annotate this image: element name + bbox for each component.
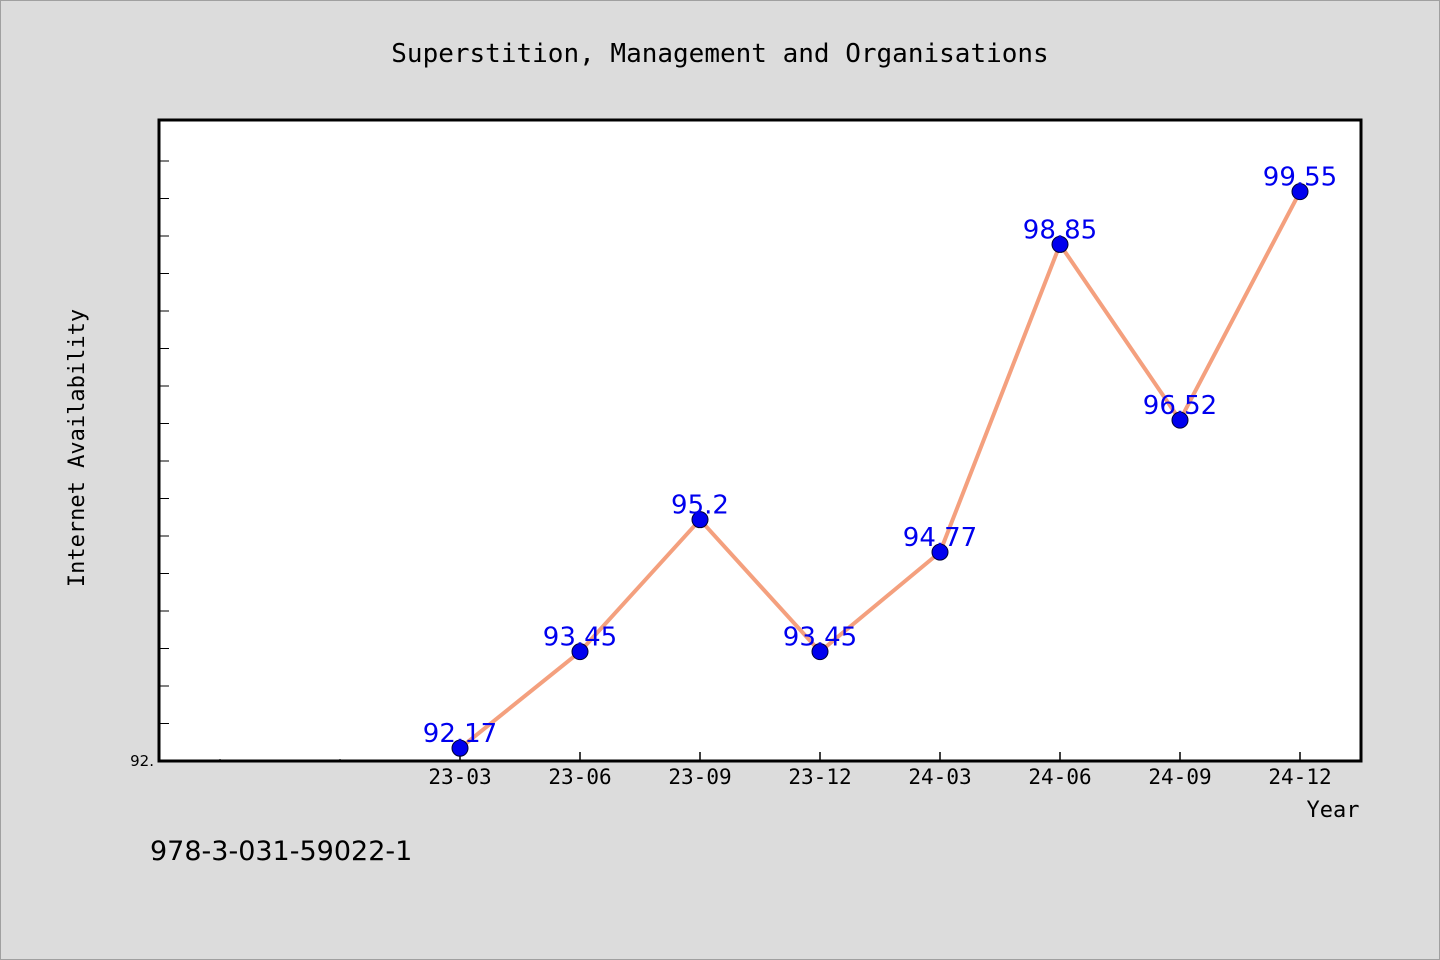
data-point (1291, 183, 1309, 201)
x-tick-label: 24-06 (1028, 765, 1091, 789)
data-label: 95.2 (671, 491, 729, 521)
x-tick-label: 24-09 (1148, 765, 1211, 789)
x-tick-label: 23-06 (548, 765, 611, 789)
data-label: 99.55 (1263, 163, 1337, 193)
x-tick-label: 24-03 (908, 765, 971, 789)
data-point (1171, 411, 1189, 429)
data-point (931, 543, 949, 561)
data-label: 94.77 (903, 523, 977, 553)
series-group: 92.17 93.45 95.2 93.45 94.77 98.85 96.52 99.55 (423, 163, 1337, 757)
x-tick-label: 23-12 (788, 765, 851, 789)
x-axis-label: Year (1307, 798, 1360, 823)
data-label: 93.45 (783, 623, 857, 653)
x-tick-label: 23-09 (668, 765, 731, 789)
data-label: 98.85 (1023, 215, 1097, 245)
chart-title: Superstition, Management and Organisatio… (391, 39, 1048, 69)
x-axis-ticks (219, 752, 1301, 761)
y-axis-label: Internet Availability (65, 309, 90, 587)
data-label: 96.52 (1143, 391, 1217, 421)
data-point (691, 511, 709, 529)
y-tick-label: 92. (130, 752, 154, 770)
data-point (571, 643, 589, 661)
x-tick-label: 23-03 (428, 765, 491, 789)
data-point (451, 739, 469, 757)
isbn-text: 978-3-031-59022-1 (150, 836, 413, 867)
plot-area (157, 118, 1363, 763)
x-tick-label: 24-12 (1268, 765, 1331, 789)
x-tick-labels: 23-03 23-06 23-09 23-12 24-03 24-06 24-09 24-12 (428, 765, 1331, 789)
series-line (458, 189, 1302, 751)
data-point (1051, 235, 1069, 253)
data-label: 92.17 (423, 719, 497, 749)
y-axis-ticks (159, 160, 169, 762)
data-label: 93.45 (543, 623, 617, 653)
data-point (811, 643, 829, 661)
